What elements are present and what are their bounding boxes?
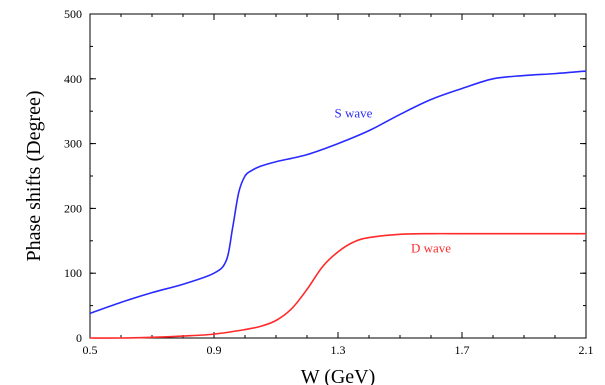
y-tick-label: 0 [76,331,82,345]
tick-labels: 0.5 0.9 1.3 1.7 2.1 0 100 200 300 400 500 [64,7,594,357]
x-tick-label: 2.1 [579,343,594,357]
tick-marks [89,13,587,339]
series-label: S wave [335,106,373,121]
x-tick-label: 1.7 [455,343,470,357]
y-axis-title: Phase shifts (Degree) [23,90,45,261]
y-tick-label: 100 [64,266,82,280]
y-tick-label: 500 [64,7,82,21]
y-tick-label: 200 [64,201,82,215]
d-wave-line [89,232,586,339]
x-tick-label: 0.5 [83,343,98,357]
x-tick-label: 0.9 [207,343,222,357]
x-tick-label: 1.3 [331,343,346,357]
y-tick-label: 300 [64,137,82,151]
y-tick-label: 400 [64,72,82,86]
series-lines [89,70,587,339]
series-annotations: S wave D wave [335,106,452,256]
x-axis-title: W (GeV) [301,366,376,385]
s-wave-line [89,70,587,315]
series-label: D wave [411,240,451,255]
